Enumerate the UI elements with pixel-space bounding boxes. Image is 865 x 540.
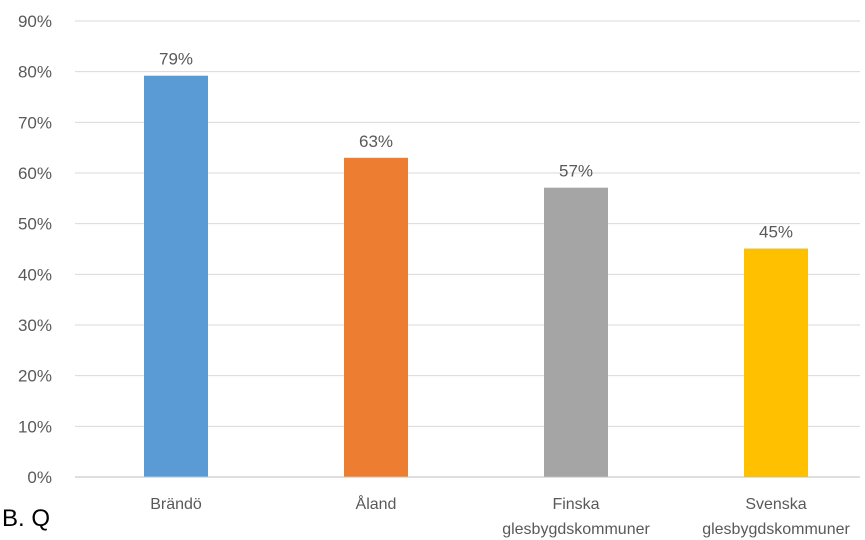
y-tick-label: 70%	[18, 113, 52, 132]
data-label: 45%	[759, 222, 793, 241]
data-labels: 79% 63% 57% 45%	[159, 50, 793, 242]
y-tick-label: 50%	[18, 215, 52, 234]
y-tick-label: 30%	[18, 316, 52, 335]
y-tick-label: 80%	[18, 63, 52, 82]
x-category-label: glesbygdskommuner	[702, 521, 850, 538]
bar	[744, 248, 808, 477]
x-category-label: glesbygdskommuner	[502, 521, 650, 538]
data-label: 79%	[159, 50, 193, 69]
y-tick-label: 10%	[18, 417, 52, 436]
y-tick-label: 40%	[18, 265, 52, 284]
bar	[344, 157, 408, 478]
x-category-label: Finska	[552, 496, 599, 513]
data-label: 57%	[559, 162, 593, 181]
x-category-label: Svenska	[745, 496, 806, 513]
bars	[144, 75, 808, 478]
y-axis-tick-labels: 0% 10% 20% 30% 40% 50% 60% 70% 80% 90%	[18, 12, 52, 487]
x-axis-category-labels: Brändö Åland Finska glesbygdskommuner Svensk…	[150, 494, 850, 538]
y-tick-label: 20%	[18, 367, 52, 386]
bar	[544, 187, 608, 477]
y-tick-label: 90%	[18, 12, 52, 31]
cropped-text: B. Q	[2, 505, 51, 532]
y-tick-label: 60%	[18, 164, 52, 183]
bar	[144, 75, 208, 477]
x-category-label: Åland	[356, 494, 397, 513]
x-category-label: Brändö	[150, 496, 202, 513]
y-tick-label: 0%	[27, 468, 52, 487]
data-label: 63%	[359, 132, 393, 151]
